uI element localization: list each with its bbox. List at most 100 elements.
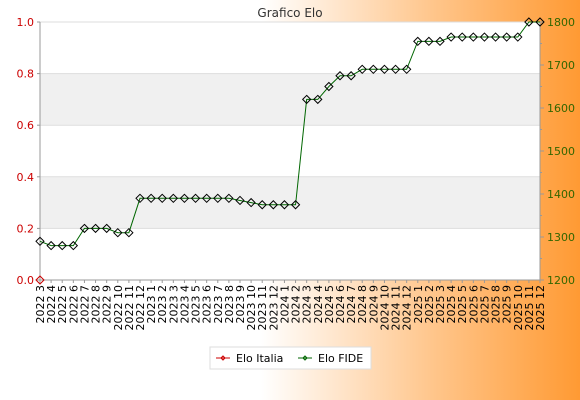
data-point	[524, 17, 534, 27]
data-point	[501, 32, 512, 42]
data-point	[346, 71, 356, 81]
data-point	[224, 193, 234, 204]
x-tick-label: 2022 10	[112, 285, 125, 331]
data-point	[190, 193, 201, 204]
x-tick-label: 2023 10	[245, 285, 258, 331]
x-tick-label: 2023 1	[145, 285, 158, 324]
x-tick-label: 2022 6	[67, 285, 80, 324]
left-tick-label: 0.0	[17, 274, 35, 287]
x-tick-label: 2024 12	[401, 285, 414, 331]
x-tick-label: 2024 4	[312, 285, 325, 324]
x-tick-label: 2025 11	[523, 285, 536, 331]
data-point	[57, 240, 67, 251]
series-line-elo-fide	[39, 21, 540, 247]
x-tick-label: 2022 3	[34, 285, 47, 324]
x-tick-label: 2023 8	[223, 285, 236, 324]
data-point	[113, 227, 123, 238]
legend-label: Elo FIDE	[318, 352, 363, 365]
x-tick-label: 2025 3	[434, 285, 447, 324]
x-tick-label: 2023 11	[256, 285, 269, 331]
data-point	[68, 240, 79, 251]
x-tick-label: 2023 12	[267, 285, 280, 331]
x-tick-label: 2022 4	[45, 285, 58, 324]
x-tick-label: 2025 12	[534, 285, 547, 331]
data-point	[368, 64, 379, 75]
data-point	[435, 36, 445, 47]
right-tick-label: 1500	[547, 145, 575, 158]
data-point	[457, 32, 467, 42]
data-point	[535, 17, 545, 27]
legend-swatch-marker	[220, 355, 226, 361]
data-point	[35, 236, 45, 247]
data-point	[379, 64, 390, 75]
data-point	[268, 200, 279, 210]
data-point	[413, 36, 423, 47]
x-tick-label: 2023 6	[201, 285, 214, 324]
x-tick-label: 2023 4	[178, 285, 191, 324]
x-tick-label: 2023 9	[234, 285, 247, 324]
x-tick-label: 2024 6	[334, 285, 347, 324]
x-tick-label: 2023 7	[212, 285, 225, 324]
left-tick-label: 0.4	[17, 171, 35, 184]
x-tick-label: 2025 1	[412, 285, 425, 324]
x-tick-label: 2025 7	[478, 285, 491, 324]
right-tick-label: 1700	[547, 59, 575, 72]
data-point	[101, 223, 112, 234]
data-point	[246, 197, 256, 208]
x-tick-label: 2022 9	[101, 285, 114, 324]
data-point	[446, 32, 456, 42]
x-tick-label: 2025 2	[423, 285, 436, 324]
x-tick-label: 2025 10	[512, 285, 525, 331]
data-point	[279, 200, 290, 210]
x-tick-label: 2025 6	[467, 285, 480, 324]
data-point	[257, 200, 267, 210]
grid-band	[40, 176, 540, 229]
x-tick-label: 2022 8	[90, 285, 103, 324]
legend-label: Elo Italia	[236, 352, 283, 365]
legend-box	[209, 346, 372, 370]
right-tick-label: 1400	[547, 188, 575, 201]
right-tick-label: 1800	[547, 16, 575, 29]
grid-band	[40, 73, 540, 126]
x-tick-label: 2025 9	[501, 285, 514, 324]
data-point	[168, 193, 179, 204]
x-tick-label: 2023 5	[190, 285, 203, 324]
x-tick-label: 2024 11	[390, 285, 403, 331]
data-point	[424, 36, 434, 47]
left-tick-label: 1.0	[17, 16, 35, 29]
data-point	[179, 193, 190, 204]
data-point	[324, 81, 334, 92]
x-tick-label: 2024 5	[323, 285, 336, 324]
x-tick-label: 2024 10	[378, 285, 391, 331]
x-tick-label: 2022 7	[78, 285, 91, 324]
x-tick-label: 2023 3	[167, 285, 180, 324]
data-point	[401, 64, 412, 75]
data-point	[357, 64, 367, 75]
x-tick-label: 2025 8	[490, 285, 503, 324]
data-point	[135, 193, 145, 204]
x-tick-label: 2022 11	[123, 285, 136, 331]
data-point	[513, 32, 523, 42]
data-point	[46, 240, 56, 251]
x-tick-label: 2025 5	[456, 285, 469, 324]
data-point	[146, 193, 156, 204]
x-tick-label: 2025 4	[445, 285, 458, 324]
x-tick-label: 2024 7	[345, 285, 358, 324]
data-point	[479, 32, 490, 42]
left-tick-label: 0.2	[17, 222, 35, 235]
left-tick-label: 0.6	[17, 119, 35, 132]
data-point	[468, 32, 479, 42]
data-point	[290, 200, 301, 210]
data-point	[313, 94, 323, 105]
x-tick-label: 2022 12	[134, 285, 147, 331]
plot-area: 0.0 0.2 0.4 0.6 0.8 1.0 1200 1300 1400 1500 1600 17…	[17, 16, 576, 331]
right-tick-label: 1200	[547, 274, 575, 287]
data-point	[35, 275, 45, 285]
data-point	[90, 223, 101, 234]
x-tick-label: 2022 5	[56, 285, 69, 324]
x-tick-label: 2024 8	[356, 285, 369, 324]
data-point	[301, 94, 312, 105]
data-point	[157, 193, 167, 204]
data-point	[201, 193, 212, 204]
